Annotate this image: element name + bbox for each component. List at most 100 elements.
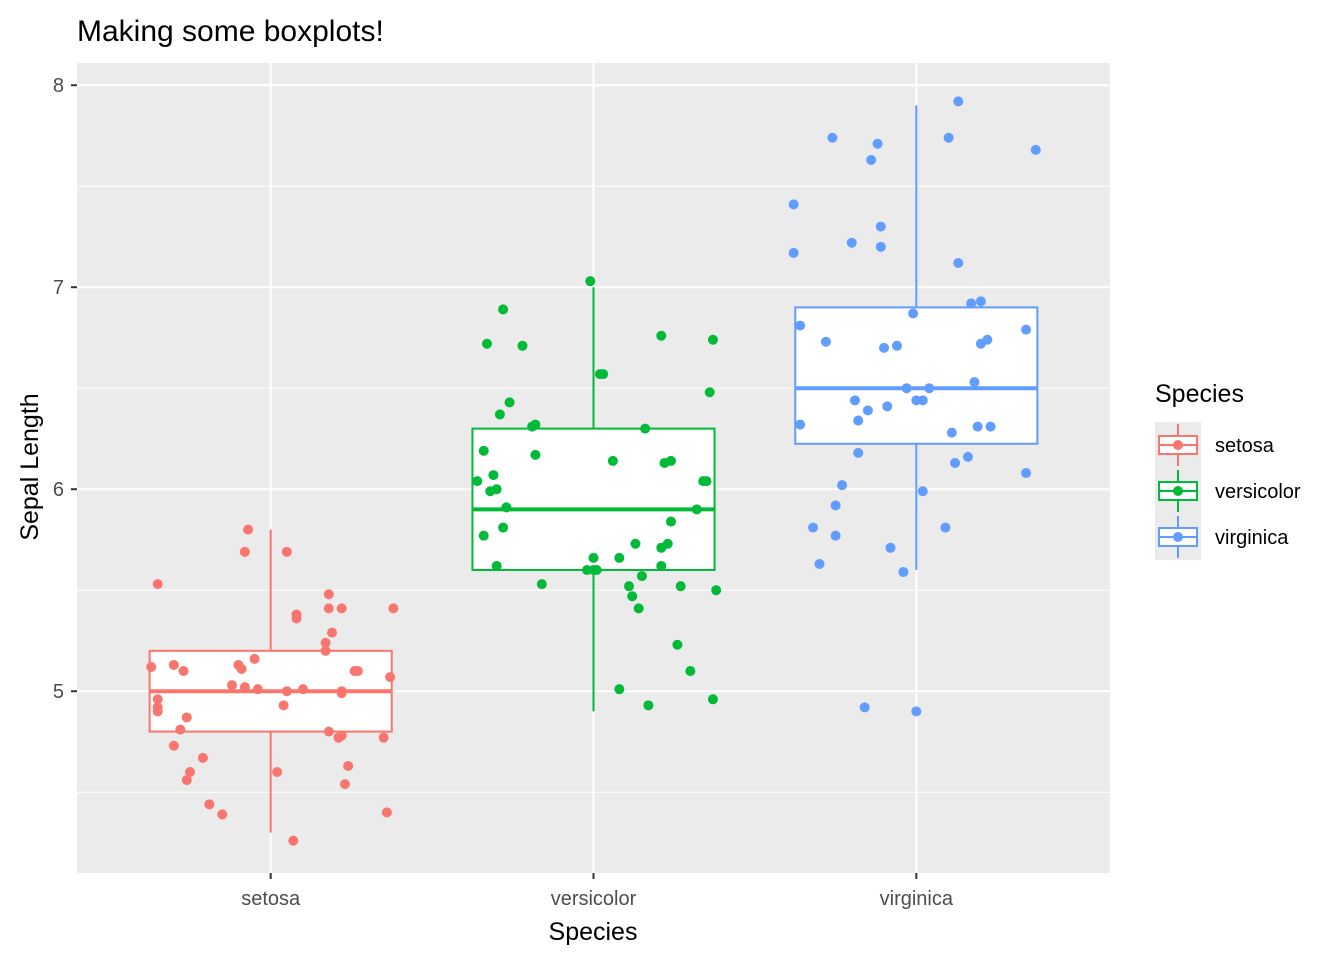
box-iqr bbox=[471, 427, 716, 572]
legend-item-versicolor: versicolor bbox=[1155, 468, 1301, 514]
data-point bbox=[168, 740, 179, 751]
data-point bbox=[181, 712, 192, 723]
data-point bbox=[950, 457, 961, 468]
data-point bbox=[830, 530, 841, 541]
legend-title: Species bbox=[1155, 380, 1244, 408]
x-tick-label: setosa bbox=[241, 888, 301, 910]
data-point bbox=[691, 504, 702, 515]
data-point bbox=[827, 132, 838, 143]
legend-label: versicolor bbox=[1215, 481, 1301, 503]
data-point bbox=[152, 702, 163, 713]
data-point bbox=[472, 476, 483, 487]
data-point bbox=[146, 661, 157, 672]
data-point bbox=[236, 663, 247, 674]
chart-marks bbox=[146, 96, 1041, 846]
data-point bbox=[665, 516, 676, 527]
legend-label: setosa bbox=[1215, 435, 1275, 457]
data-point bbox=[501, 502, 512, 513]
data-point bbox=[830, 500, 841, 511]
data-point bbox=[585, 276, 596, 287]
data-point bbox=[217, 809, 228, 820]
data-point bbox=[624, 581, 635, 592]
y-tick-label: 6 bbox=[53, 479, 64, 501]
data-point bbox=[488, 470, 499, 481]
data-point bbox=[343, 760, 354, 771]
data-point bbox=[795, 419, 806, 430]
data-point bbox=[953, 257, 964, 268]
data-point bbox=[943, 132, 954, 143]
data-point bbox=[972, 421, 983, 432]
data-point bbox=[675, 581, 686, 592]
data-point bbox=[339, 779, 350, 790]
data-point bbox=[859, 702, 870, 713]
data-point bbox=[498, 522, 509, 533]
data-point bbox=[985, 421, 996, 432]
data-point bbox=[917, 486, 928, 497]
data-point bbox=[352, 666, 363, 677]
data-point bbox=[898, 567, 909, 578]
data-point bbox=[607, 455, 618, 466]
data-point bbox=[853, 415, 864, 426]
data-point bbox=[249, 653, 260, 664]
data-point bbox=[481, 338, 492, 349]
data-point bbox=[323, 603, 334, 614]
data-point bbox=[891, 340, 902, 351]
data-point bbox=[901, 383, 912, 394]
data-point bbox=[849, 395, 860, 406]
y-tick-label: 7 bbox=[53, 277, 64, 299]
y-tick-label: 8 bbox=[53, 75, 64, 97]
data-point bbox=[530, 419, 541, 430]
data-point bbox=[336, 730, 347, 741]
data-point bbox=[178, 666, 189, 677]
data-point bbox=[504, 397, 515, 408]
data-point bbox=[656, 560, 667, 571]
data-point bbox=[239, 546, 250, 557]
data-point bbox=[917, 395, 928, 406]
data-point bbox=[788, 247, 799, 258]
data-point bbox=[494, 409, 505, 420]
data-point bbox=[336, 688, 347, 699]
data-point bbox=[252, 684, 263, 695]
data-point bbox=[288, 835, 299, 846]
data-point bbox=[239, 682, 250, 693]
data-point bbox=[323, 589, 334, 600]
data-point bbox=[866, 154, 877, 165]
data-point bbox=[297, 684, 308, 695]
data-point bbox=[327, 627, 338, 638]
data-point bbox=[982, 334, 993, 345]
data-point bbox=[808, 522, 819, 533]
data-point bbox=[962, 451, 973, 462]
data-point bbox=[291, 609, 302, 620]
data-point bbox=[795, 320, 806, 331]
data-point bbox=[846, 237, 857, 248]
legend: Species setosa versicolor virginica bbox=[1155, 380, 1301, 560]
data-point bbox=[588, 552, 599, 563]
data-point bbox=[323, 726, 334, 737]
data-point bbox=[924, 383, 935, 394]
data-point bbox=[491, 560, 502, 571]
data-point bbox=[1021, 468, 1032, 479]
data-point bbox=[656, 330, 667, 341]
data-point bbox=[672, 639, 683, 650]
chart-title: Making some boxplots! bbox=[77, 15, 384, 48]
box-virginica bbox=[794, 105, 1039, 571]
x-axis-title: Species bbox=[549, 918, 638, 946]
data-point bbox=[875, 221, 886, 232]
data-point bbox=[614, 552, 625, 563]
data-point bbox=[633, 603, 644, 614]
data-point bbox=[1030, 144, 1041, 155]
data-point bbox=[320, 645, 331, 656]
data-point bbox=[627, 591, 638, 602]
data-point bbox=[636, 571, 647, 582]
data-point bbox=[243, 524, 254, 535]
data-point bbox=[175, 724, 186, 735]
data-point bbox=[320, 637, 331, 648]
data-point bbox=[814, 558, 825, 569]
legend-item-setosa: setosa bbox=[1155, 422, 1275, 468]
data-point bbox=[711, 585, 722, 596]
points-versicolor bbox=[472, 276, 722, 711]
data-point bbox=[381, 807, 392, 818]
data-point bbox=[966, 298, 977, 309]
data-point bbox=[478, 445, 489, 456]
